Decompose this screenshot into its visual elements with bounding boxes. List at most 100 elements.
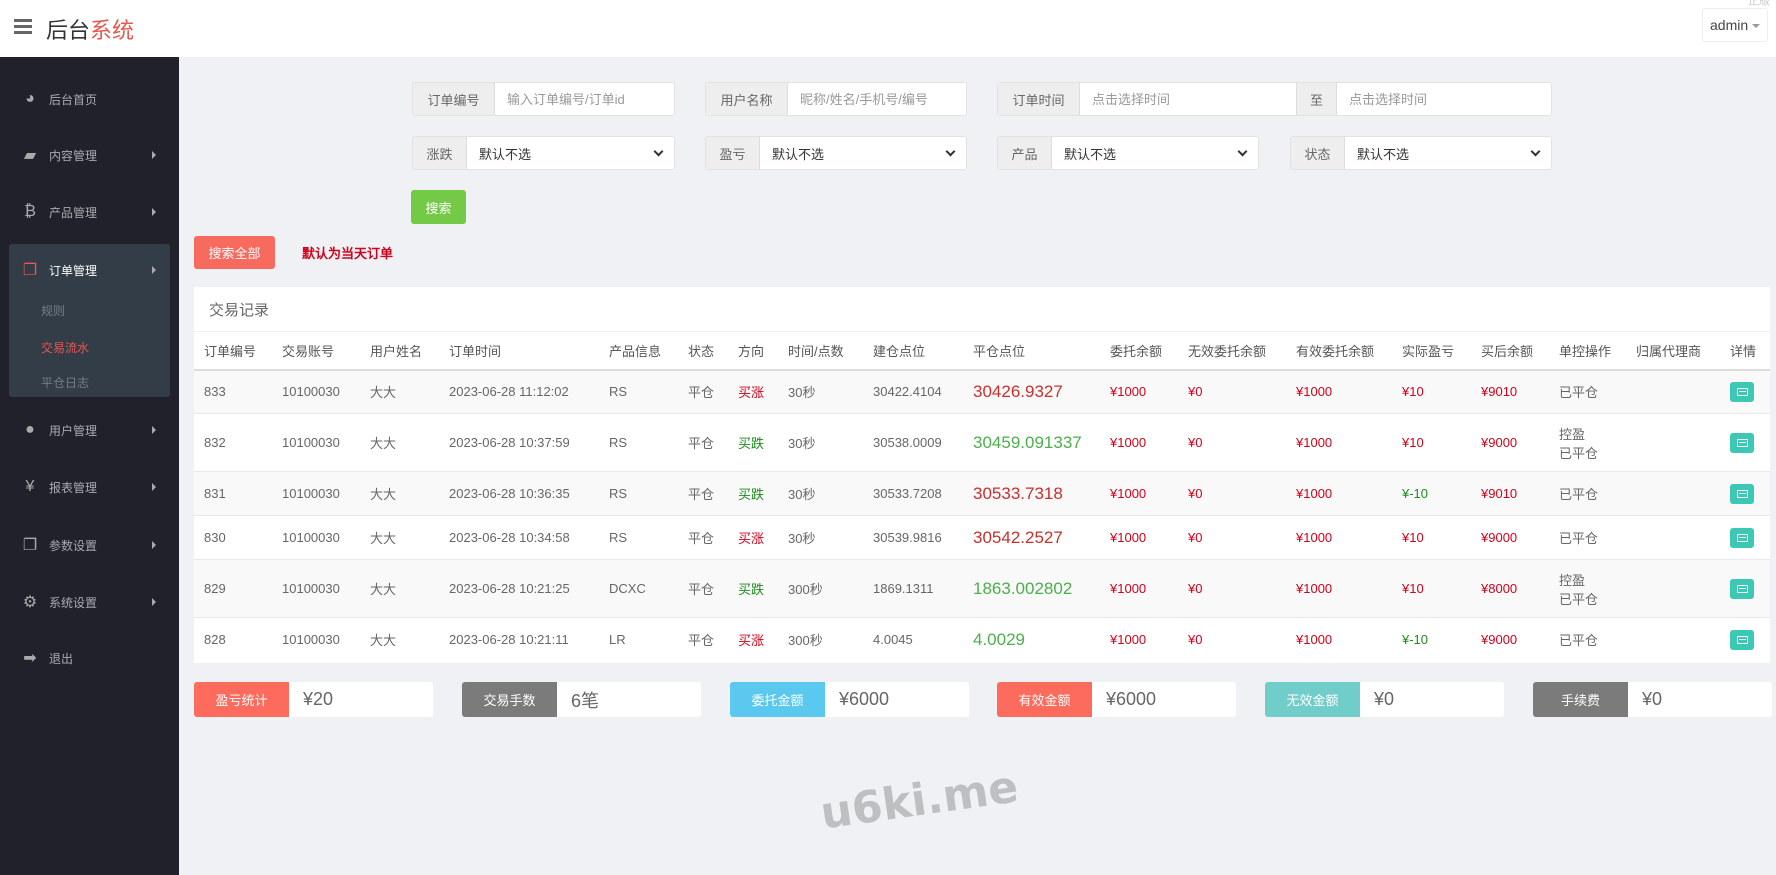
caret-right-icon xyxy=(152,541,156,549)
sidebar-item-4[interactable]: ● 用户管理 xyxy=(0,415,179,445)
cell-id-text: 833 xyxy=(204,384,226,400)
cell-agent xyxy=(1626,369,1720,414)
cell-time-text: 2023-06-28 10:36:35 xyxy=(449,486,570,501)
cell-direction: 买跌 xyxy=(728,559,778,618)
sidebar-item-8[interactable]: ➡ 退出 xyxy=(0,643,179,673)
cell-name-text: 大大 xyxy=(370,385,397,401)
sidebar-item-5[interactable]: ¥ 报表管理 xyxy=(0,472,179,502)
cell-agent xyxy=(1626,515,1720,560)
cell-pnl-text: ¥10 xyxy=(1402,581,1424,596)
cell-status-text: 平仓 xyxy=(688,633,715,649)
cell-balance-text: ¥9000 xyxy=(1481,632,1518,648)
detail-button[interactable] xyxy=(1730,527,1754,548)
status-label: 状态 xyxy=(1291,137,1345,169)
sidebar-subitem-2[interactable]: 平仓日志 xyxy=(41,376,90,390)
sidebar-item-1[interactable]: ▰ 内容管理 xyxy=(0,140,179,170)
cell-id-text: 832 xyxy=(204,435,226,450)
to-label: 至 xyxy=(1296,83,1337,115)
stat-value: 6笔 xyxy=(571,690,600,711)
sidebar-subitem-1[interactable]: 交易流水 xyxy=(41,341,90,355)
profit-loss-label: 盈亏 xyxy=(706,137,760,169)
sidebar-item-6[interactable]: ❐ 参数设置 xyxy=(0,530,179,560)
detail-button[interactable] xyxy=(1730,629,1754,650)
detail-button[interactable] xyxy=(1730,578,1754,599)
cell-duration: 300秒 xyxy=(778,559,863,618)
cell-valid-text: ¥1000 xyxy=(1296,384,1333,400)
detail-button[interactable] xyxy=(1730,432,1754,453)
menu-toggle-icon[interactable] xyxy=(14,19,32,34)
detail-button[interactable] xyxy=(1730,381,1754,402)
cell-balance-text: ¥8000 xyxy=(1481,581,1518,596)
sidebar-subitem-0[interactable]: 规则 xyxy=(41,304,66,318)
status-value: 默认不选 xyxy=(1357,146,1410,162)
cell-open: 30538.0009 xyxy=(863,413,963,472)
cell-direction-text: 买跌 xyxy=(738,436,765,451)
start-time-input[interactable] xyxy=(1080,83,1296,115)
cell-time-text: 2023-06-28 11:12:02 xyxy=(449,384,569,400)
control-action: 控盈 xyxy=(1559,572,1586,588)
cell-agent xyxy=(1626,617,1720,662)
rise-fall-select[interactable]: 默认不选 xyxy=(467,137,674,169)
product-select[interactable]: 默认不选 xyxy=(1052,137,1258,169)
cell-direction-text: 买涨 xyxy=(738,633,765,649)
list-icon xyxy=(1736,438,1748,447)
cell-account-text: 10100030 xyxy=(282,384,340,400)
stat-label: 无效金额 xyxy=(1265,682,1360,717)
control-status: 已平仓 xyxy=(1559,531,1599,546)
cell-balance: ¥9010 xyxy=(1471,369,1549,414)
sidebar-item-0[interactable]: ◕ 后台首页 xyxy=(0,84,179,114)
column-header: 时间/点数 xyxy=(778,331,863,371)
profit-loss-select[interactable]: 默认不选 xyxy=(760,137,966,169)
status-select[interactable]: 默认不选 xyxy=(1345,137,1551,169)
cell-name: 大大 xyxy=(360,413,439,472)
caret-down-icon xyxy=(1752,24,1761,29)
cell-close: 1863.002802 xyxy=(963,559,1100,618)
end-time-input[interactable] xyxy=(1337,83,1551,115)
column-header: 买后余额 xyxy=(1471,331,1549,371)
cell-direction: 买涨 xyxy=(728,515,778,560)
cell-invalid: ¥0 xyxy=(1178,369,1286,414)
search-button[interactable]: 搜索 xyxy=(411,190,466,224)
cell-id: 829 xyxy=(194,559,272,618)
cell-pnl-text: ¥10 xyxy=(1402,384,1424,400)
stat-label: 有效金额 xyxy=(997,682,1092,717)
cell-name-text: 大大 xyxy=(370,436,397,451)
column-header: 实际盈亏 xyxy=(1392,331,1471,371)
cell-account-text: 10100030 xyxy=(282,530,340,545)
order-no-input[interactable] xyxy=(495,83,674,115)
column-header: 订单时间 xyxy=(439,331,599,371)
cell-pnl: ¥10 xyxy=(1392,559,1471,618)
sidebar-item-2[interactable]: ₿ 产品管理 xyxy=(0,197,179,227)
cell-product: RS xyxy=(599,413,678,472)
user-name-input[interactable] xyxy=(788,83,966,115)
stat-label: 交易手数 xyxy=(462,682,557,717)
cell-name-text: 大大 xyxy=(370,531,397,546)
cell-status: 平仓 xyxy=(678,369,728,414)
column-header: 产品信息 xyxy=(599,331,678,371)
cell-product: RS xyxy=(599,369,678,414)
search-all-button[interactable]: 搜索全部 xyxy=(194,236,275,269)
cell-product-text: LR xyxy=(609,632,626,648)
cell-invalid: ¥0 xyxy=(1178,413,1286,472)
sidebar-item-3[interactable]: ❐ 订单管理 xyxy=(0,255,179,285)
user-menu[interactable]: admin xyxy=(1702,8,1768,42)
cell-status: 平仓 xyxy=(678,515,728,560)
stat-value: ¥6000 xyxy=(1106,689,1157,709)
sidebar-item-7[interactable]: ⚙ 系统设置 xyxy=(0,587,179,617)
detail-button[interactable] xyxy=(1730,483,1754,504)
cell-duration: 30秒 xyxy=(778,413,863,472)
order-time-filter: 订单时间 至 xyxy=(997,82,1552,116)
sidebar: ◕ 后台首页 ▰ 内容管理 ₿ 产品管理 ❐ 订单管理 ● 用户管理 ¥ 报表管理 ❐ 参数设置 ⚙ 系统设置… xyxy=(0,57,179,875)
table-row: 829 10100030 大大 2023-06-28 10:21:25 DCXC 平仓 买跌… xyxy=(194,559,1770,618)
status-filter: 状态 默认不选 xyxy=(1290,136,1552,170)
cell-close-text: 30542.2527 xyxy=(973,527,1063,547)
cell-detail xyxy=(1720,471,1770,516)
cell-entrust: ¥1000 xyxy=(1100,559,1178,618)
cell-invalid-text: ¥0 xyxy=(1188,530,1203,545)
cell-direction: 买跌 xyxy=(728,471,778,516)
table-header-row: 订单编号 交易账号 用户姓名 订单时间 产品信息 状态 方向 时间/点数 建仓点位 平仓点位 委托余… xyxy=(194,331,1770,371)
control-status: 已平仓 xyxy=(1559,591,1599,607)
stat-box: 无效金额 ¥0 xyxy=(1265,682,1504,717)
cell-entrust-text: ¥1000 xyxy=(1110,632,1147,648)
app-logo: 后台系统 xyxy=(46,13,134,45)
